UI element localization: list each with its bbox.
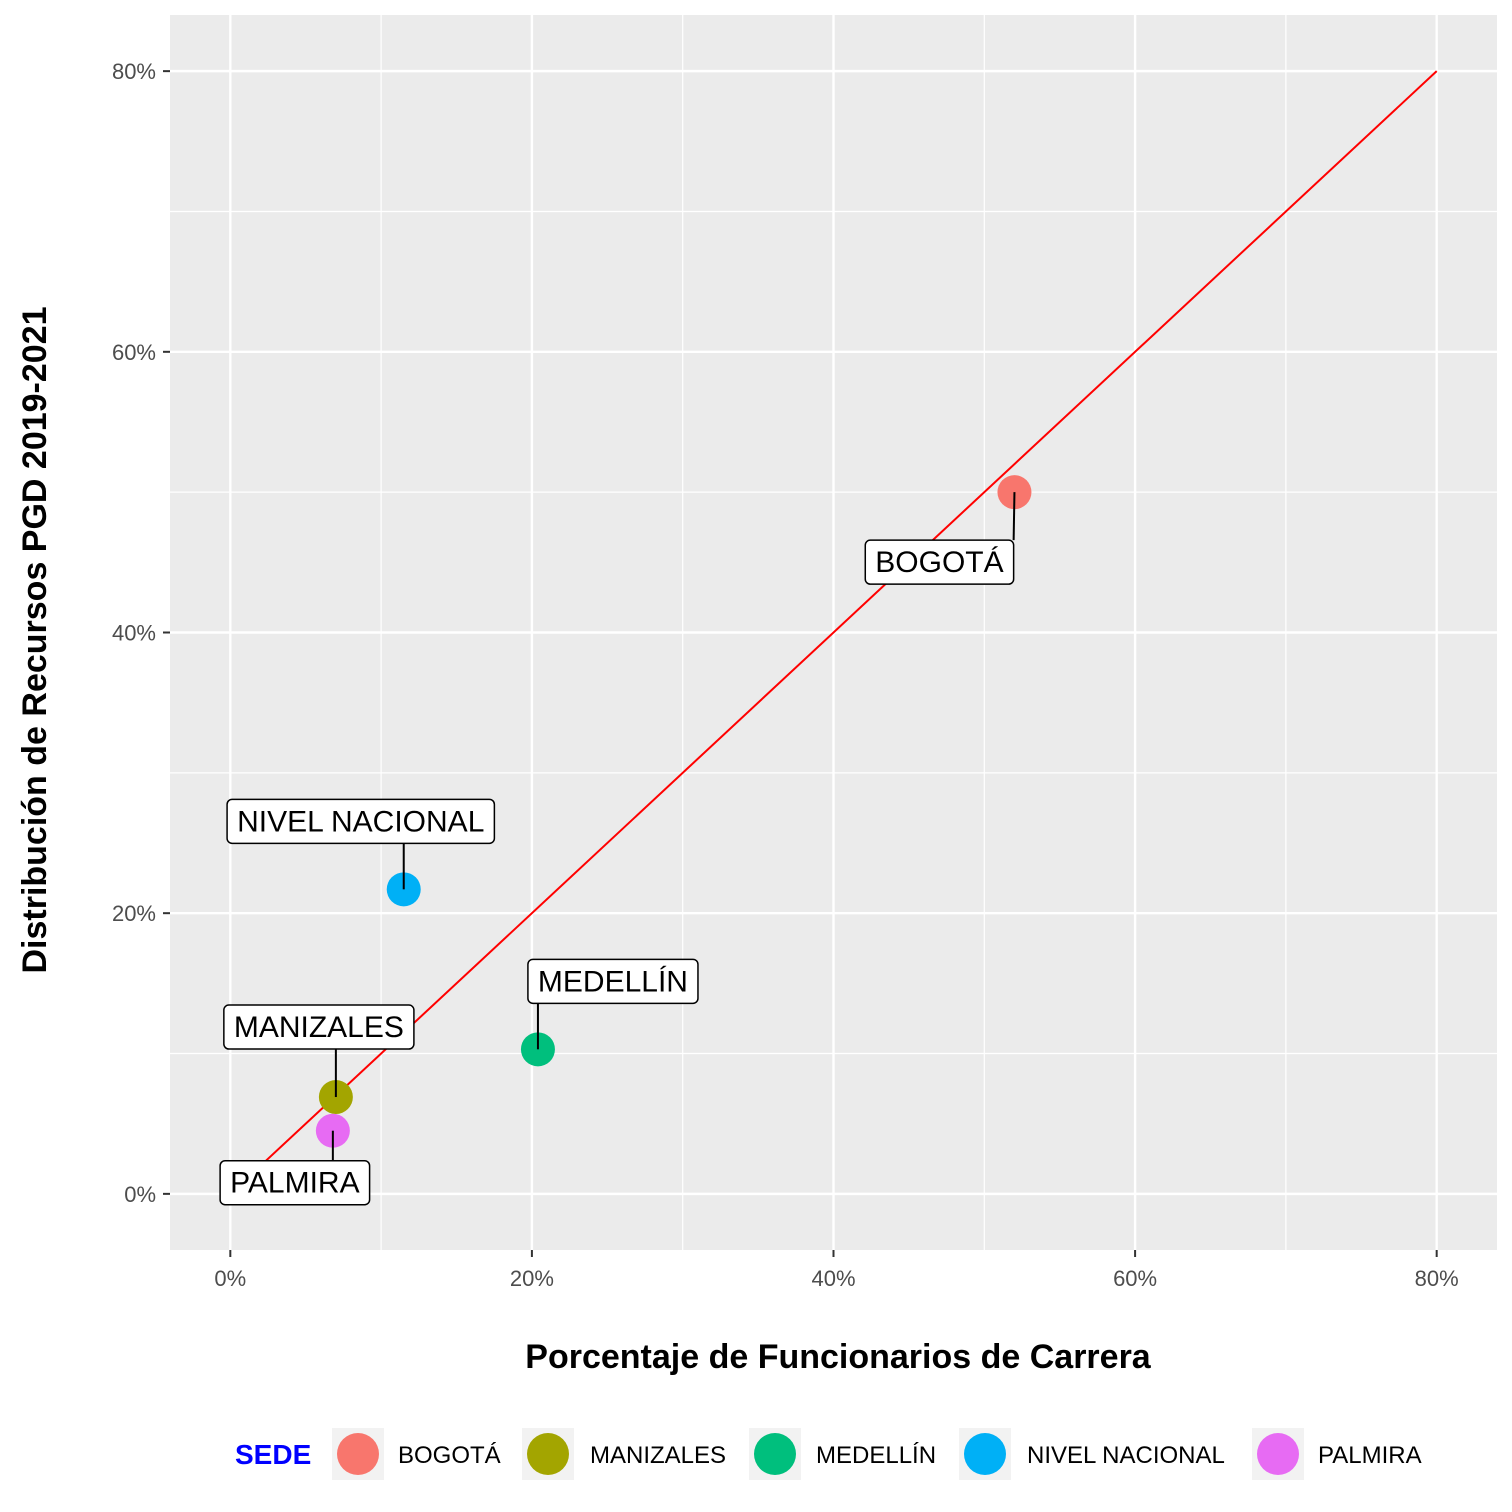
point-label-box <box>226 798 496 845</box>
legend-key <box>754 1433 796 1475</box>
point-bogota <box>997 475 1032 510</box>
legend-key <box>527 1433 569 1475</box>
x-tick-label: 20% <box>510 1266 554 1291</box>
label-palmira: PALMIRA <box>219 1159 371 1206</box>
point-label-text: NIVEL NACIONAL <box>237 805 484 838</box>
x-tick-label: 0% <box>214 1266 246 1291</box>
point-label-text: MEDELLÍN <box>538 965 688 998</box>
legend-title: SEDE <box>235 1439 311 1470</box>
label-medellin: MEDELLÍN <box>527 958 699 1005</box>
reference-line <box>259 70 1438 1167</box>
legend-item-nivel-nacional: NIVEL NACIONAL <box>959 1428 1225 1480</box>
legend-label: MEDELLÍN <box>816 1442 936 1469</box>
legend-item-manizales: MANIZALES <box>522 1428 726 1480</box>
label-manizales: MANIZALES <box>223 1004 415 1050</box>
legend-key <box>337 1433 379 1475</box>
data-points <box>315 475 1032 1161</box>
label-bogota: BOGOTÁ <box>864 539 1015 585</box>
point-label-text: BOGOTÁ <box>875 546 1003 579</box>
legend-label: PALMIRA <box>1318 1442 1422 1469</box>
x-tick-label: 40% <box>811 1266 855 1291</box>
label-nivel-nacional: NIVEL NACIONAL <box>226 798 496 845</box>
point-label-box <box>223 1004 415 1050</box>
y-tick-label: 60% <box>112 340 156 365</box>
y-tick-label: 20% <box>112 901 156 926</box>
legend-label: MANIZALES <box>590 1442 726 1469</box>
x-tick-label: 60% <box>1113 1266 1157 1291</box>
legend-item-bogota: BOGOTÁ <box>332 1428 501 1480</box>
y-axis-title: Distribución de Recursos PGD 2019-2021 <box>16 306 54 973</box>
legend-key <box>1257 1433 1299 1475</box>
y-tick-label: 40% <box>112 621 156 646</box>
legend: SEDE BOGOTÁ MANIZALES MEDELLÍN NIVEL NACION… <box>235 1428 1422 1480</box>
x-axis-ticks: 0% 20% 40% 60% 80% <box>214 1250 1459 1291</box>
legend-key <box>964 1433 1006 1475</box>
legend-item-palmira: PALMIRA <box>1252 1428 1422 1480</box>
point-label-text: PALMIRA <box>230 1167 359 1200</box>
y-axis-ticks: 0% 20% 40% 60% 80% <box>112 59 170 1207</box>
point-label-box <box>864 539 1015 585</box>
x-axis-title: Porcentaje de Funcionarios de Carrera <box>525 1338 1152 1376</box>
point-label-text: MANIZALES <box>234 1011 404 1044</box>
y-tick-label: 80% <box>112 59 156 84</box>
legend-label: BOGOTÁ <box>398 1442 501 1469</box>
point-label-box <box>219 1159 371 1206</box>
legend-item-medellin: MEDELLÍN <box>749 1428 936 1480</box>
legend-label: NIVEL NACIONAL <box>1027 1442 1225 1469</box>
y-tick-label: 0% <box>124 1182 156 1207</box>
point-labels: BOGOTÁ MANIZALES MEDELLÍN NIVEL NACIONAL PAL… <box>219 539 1015 1206</box>
point-label-box <box>527 958 699 1005</box>
leader-line <box>1012 492 1016 541</box>
x-tick-label: 80% <box>1415 1266 1459 1291</box>
